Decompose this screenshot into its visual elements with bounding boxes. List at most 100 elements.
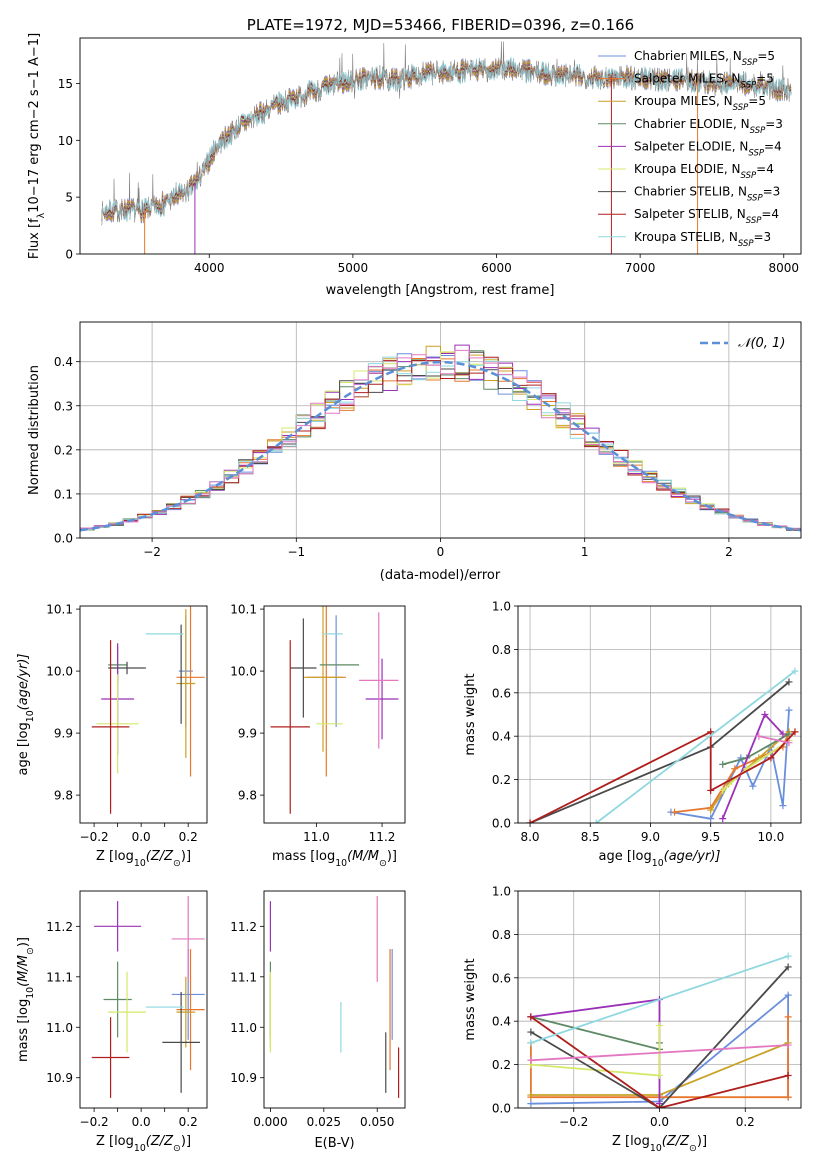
weight-marker (719, 786, 727, 794)
x-tick-label: −0.2 (559, 1115, 588, 1129)
y-tick-label: 10.0 (46, 665, 73, 679)
x-tick-label: 0.000 (253, 1115, 287, 1129)
x-axis-label-part: 10 (134, 858, 146, 869)
axes-frame (517, 890, 802, 1109)
weight-marker (707, 786, 715, 794)
x-axis-label-part: 10 (650, 1143, 662, 1154)
x-axis-label-part: ⊙ (173, 1143, 181, 1154)
x-axis-label: Z [log10(Z/Z⊙)] (96, 1134, 191, 1154)
y-tick-label: 0.3 (54, 399, 73, 413)
weight-marker (784, 952, 792, 960)
y-tick-label: 9.9 (54, 727, 73, 741)
legend-label: Kroupa STELIB, NSSP=3 (634, 230, 771, 249)
legend-label-text: Salpeter MILES, N (634, 72, 741, 86)
legend-label-text: Chabrier ELODIE, N (634, 117, 750, 131)
x-tick-label: 6000 (481, 261, 512, 275)
weight-marker (707, 806, 715, 814)
plot-area (91, 896, 205, 1098)
y-axis-label-part: −2 (27, 100, 42, 119)
weight-marker (731, 765, 739, 773)
x-axis-label-part: )] (697, 1134, 707, 1149)
y-tick-label: 1.0 (492, 885, 511, 899)
weight-marker (719, 815, 727, 823)
weight-vs-metallicity-panel: −0.2 0.0 0.2 0.0 0.2 0.4 0.6 0.8 1.0 Z [log10(Z/Z… (463, 885, 802, 1154)
y-axis-label-part: erg cm (27, 119, 42, 168)
x-tick-label: 0.0 (650, 1115, 669, 1129)
x-axis-label: (data-model)/error (380, 568, 501, 583)
y-tick-label: 0.4 (492, 730, 511, 744)
weight-marker (749, 782, 757, 790)
y-axis-label-part: 10 (25, 987, 36, 999)
y-axis-label-part: λ (36, 212, 47, 218)
y-axis-label-part: −17 (27, 169, 42, 196)
weight-line (530, 1044, 789, 1062)
legend-label-text: Kroupa ELODIE, N (634, 162, 741, 176)
y-tick-label: 10.1 (230, 603, 257, 617)
x-tick-label: −0.2 (80, 1115, 109, 1129)
y-axis-label: age [log10(age/yr)] (16, 654, 36, 776)
axes-frame (263, 605, 406, 824)
weight-line (595, 670, 796, 823)
y-tick-label: 11.1 (46, 970, 73, 984)
legend-label-suffix: =3 (765, 117, 783, 131)
legend-label: 𝒩(0, 1) (738, 336, 785, 351)
x-tick-label: 8.5 (581, 830, 600, 844)
weight-vs-age-panel: 8.0 8.5 9.0 9.5 10.0 0.0 0.2 0.4 0.6 0.8 1.0 age [l… (463, 600, 802, 869)
x-tick-label: 0.2 (179, 830, 198, 844)
x-tick-label: 8000 (768, 261, 799, 275)
weight-marker (656, 1071, 663, 1079)
y-axis-label-part: 10 (25, 710, 36, 722)
y-axis-label: mass [log10(M/M⊙)] (16, 937, 36, 1062)
legend-label-text: Kroupa MILES, N (634, 94, 733, 108)
y-axis-label-part: Flux [f (27, 218, 42, 259)
weight-marker (761, 711, 769, 718)
x-tick-label: 0.0 (132, 1115, 151, 1129)
y-tick-label: 0.0 (492, 817, 511, 831)
x-tick-label: 1 (581, 545, 589, 559)
residual-histogram (80, 349, 801, 530)
y-tick-label: 0.6 (492, 686, 511, 700)
y-axis-label-part: age [log (16, 722, 31, 775)
weight-marker (707, 728, 715, 736)
weight-marker (779, 730, 787, 738)
x-axis-label-part: )] (181, 1134, 191, 1149)
x-tick-label: 0.2 (736, 1115, 755, 1129)
legend-label-sub: SSP (741, 81, 757, 91)
y-axis-label-part: A (27, 57, 42, 70)
spectrum-panel: 4000 5000 6000 7000 8000 0 5 10 15 Chabrier MILES… (27, 33, 802, 298)
plot-area (269, 896, 400, 1098)
legend-label: Kroupa ELODIE, NSSP=4 (634, 162, 774, 181)
weight-marker (719, 760, 727, 768)
x-axis-label-part: )] (181, 849, 191, 864)
legend-label: Chabrier ELODIE, NSSP=3 (634, 117, 783, 136)
x-axis-label-part: 10 (652, 858, 664, 869)
x-tick-label: −1 (287, 545, 305, 559)
x-axis-label-part: (age/yr)] (664, 849, 721, 864)
x-tick-label: 8.0 (520, 830, 539, 844)
y-tick-label: 9.8 (238, 789, 257, 803)
y-axis-label: Normed distribution (27, 365, 42, 495)
y-tick-label: 9.9 (238, 727, 257, 741)
weight-marker (784, 1013, 792, 1021)
weight-marker (527, 1056, 535, 1064)
weight-marker (779, 802, 787, 810)
legend-label-text: Salpeter STELIB, N (634, 207, 746, 221)
weight-marker (527, 1028, 535, 1036)
legend-label-suffix: =5 (756, 72, 774, 86)
y-axis-label: mass weight (463, 958, 478, 1040)
y-axis-label-part: mass [log (16, 999, 31, 1062)
legend-label: Chabrier STELIB, NSSP=3 (634, 185, 780, 204)
x-tick-label: 10.0 (758, 830, 785, 844)
weight-marker (656, 1022, 663, 1030)
axes-frame (79, 37, 802, 255)
x-tick-label: 7000 (625, 261, 656, 275)
mass-vs-extinction-panel: 0.000 0.025 0.050 10.9 11.0 11.1 11.2 E(B-V) (230, 890, 406, 1151)
y-tick-label: 5 (65, 191, 73, 205)
y-tick-label: 0.8 (492, 643, 511, 657)
weight-marker (791, 728, 799, 736)
legend-label-text: Chabrier MILES, N (634, 49, 742, 63)
x-tick-label: 0.0 (132, 830, 151, 844)
x-axis-label-part: (Z/Z (662, 1134, 690, 1149)
x-tick-label: −0.2 (80, 830, 109, 844)
legend-label-suffix: =3 (763, 185, 781, 199)
